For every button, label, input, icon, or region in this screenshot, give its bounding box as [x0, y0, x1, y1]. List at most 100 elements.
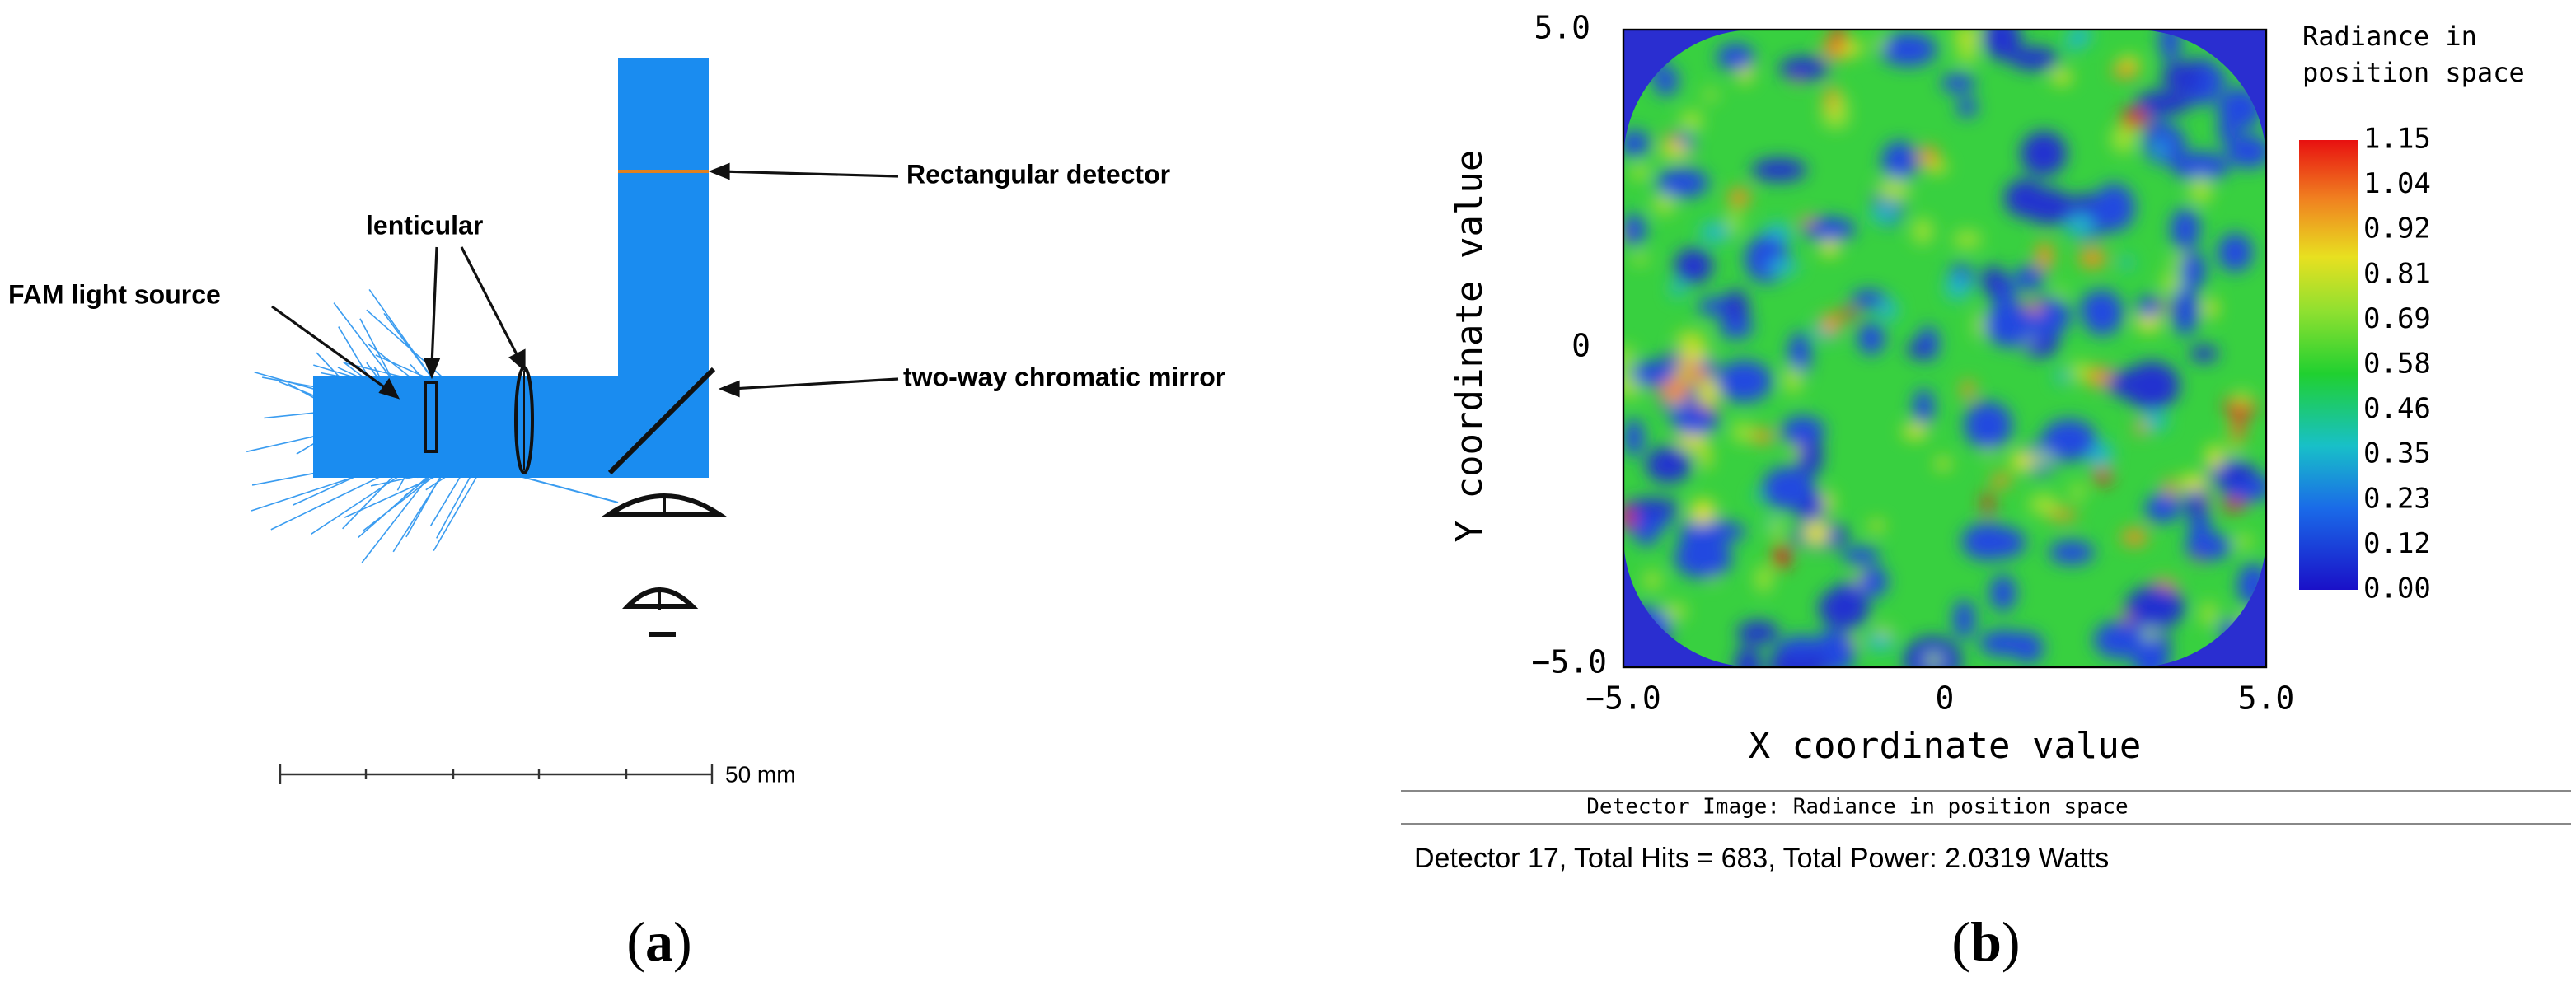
texture-blob — [1674, 332, 1707, 344]
texture-blob — [1981, 265, 2006, 297]
texture-blob — [2021, 131, 2067, 176]
texture-blob — [1703, 89, 1719, 101]
texture-blob — [1646, 446, 1692, 484]
texture-blob — [1991, 474, 2011, 488]
texture-blob — [1984, 302, 2036, 348]
y-axis-label: Y coordinate value — [1449, 150, 1491, 543]
texture-blob — [1983, 492, 1993, 515]
texture-blob — [1859, 566, 1888, 597]
texture-blob — [2012, 632, 2040, 654]
texture-blob — [1820, 239, 1839, 257]
texture-blob — [2070, 360, 2090, 382]
texture-blob — [2161, 272, 2183, 294]
texture-blob — [2070, 483, 2086, 501]
texture-blob — [1665, 133, 1679, 147]
colorbar-tick-label: 1.15 — [2363, 123, 2431, 156]
y-tick-label: 5.0 — [1534, 10, 1590, 46]
plot-frame — [1622, 28, 2268, 669]
texture-blob — [2233, 535, 2254, 549]
texture-blob — [2227, 442, 2241, 459]
texture-blob — [2204, 297, 2218, 319]
texture-blob — [1961, 379, 1974, 400]
colorbar-tick-label: 0.35 — [2363, 437, 2431, 470]
label: FAM light source — [8, 279, 221, 309]
status-text: Detector 17, Total Hits = 683, Total Pow… — [1414, 843, 2109, 874]
texture-blob — [1762, 466, 1815, 510]
texture-blob — [2080, 292, 2115, 320]
texture-blob — [1964, 401, 2012, 449]
colorbar-title: position space — [2302, 57, 2525, 88]
texture-blob — [1945, 275, 1970, 301]
window-title: Detector Image: Radiance in position spa… — [1586, 795, 2128, 820]
texture-blob — [2180, 474, 2208, 492]
texture-blob — [2161, 61, 2213, 93]
texture-blob — [1623, 344, 1634, 372]
texture-blob — [2125, 586, 2185, 629]
texture-blob — [1851, 289, 1888, 309]
texture-blob — [1679, 110, 1703, 132]
colorbar-tick-label: 0.00 — [2363, 573, 2431, 605]
label: lenticular — [366, 210, 483, 240]
texture-blob — [2029, 452, 2055, 465]
texture-blob — [2013, 266, 2044, 291]
texture-blob — [1974, 311, 1986, 339]
texture-blob — [1630, 360, 1674, 387]
texture-blob — [1674, 537, 1732, 578]
texture-blob — [1832, 30, 1846, 47]
texture-blob — [2226, 134, 2266, 169]
texture-blob — [1866, 633, 1895, 651]
texture-blob — [1755, 564, 1773, 593]
texture-blob — [1700, 446, 1711, 470]
texture-blob — [2008, 46, 2059, 71]
texture-blob — [2054, 369, 2069, 385]
texture-blob — [2189, 175, 2213, 205]
texture-blob — [1927, 161, 1948, 173]
texture-blob — [1924, 654, 1943, 666]
texture-blob — [1659, 144, 1692, 158]
texture-blob — [1671, 406, 1719, 436]
texture-blob — [1698, 379, 1719, 407]
texture-blob — [2092, 183, 2135, 231]
texture-blob — [1699, 222, 1731, 243]
lenticular-lens — [424, 381, 438, 453]
colorbar-tick-label: 0.23 — [2363, 482, 2431, 515]
texture-blob — [1983, 527, 2026, 559]
texture-blob — [2054, 285, 2065, 299]
texture-blob — [1840, 40, 1863, 56]
texture-blob — [1631, 253, 1649, 264]
texture-blob — [2180, 250, 2206, 290]
texture-blob — [1878, 299, 1899, 321]
texture-blob — [1768, 643, 1827, 667]
texture-blob — [1773, 544, 1791, 569]
texture-blob — [1624, 498, 1680, 517]
texture-blob — [1913, 389, 1934, 425]
texture-blob — [2232, 390, 2251, 407]
colorbar-tick-label: 0.81 — [2363, 257, 2431, 290]
texture-blob — [1989, 574, 2016, 611]
horizontal-beam — [313, 376, 620, 478]
texture-blob — [1717, 44, 1755, 71]
texture-blob — [2171, 152, 2230, 181]
colorbar-tick-label: 0.92 — [2363, 213, 2431, 245]
x-axis-label: X coordinate value — [1749, 725, 2142, 767]
y-tick-label: 0 — [1571, 328, 1590, 364]
y-tick-label: −5.0 — [1531, 644, 1607, 680]
texture-blob — [1953, 231, 1982, 249]
texture-blob — [1623, 130, 1651, 157]
texture-blob — [1802, 520, 1830, 546]
texture-blob — [1674, 248, 1713, 284]
texture-blob — [2218, 233, 2253, 272]
texture-blob — [2078, 248, 2106, 269]
scale-bar — [279, 764, 714, 784]
caption: (a) — [626, 910, 691, 973]
texture-blob — [1818, 587, 1870, 629]
x-tick-label: 0 — [1936, 680, 1955, 717]
texture-blob — [1745, 235, 1790, 283]
label: two-way chromatic mirror — [903, 362, 1225, 391]
lens-lower — [602, 493, 727, 517]
texture-blob — [1643, 571, 1662, 590]
texture-blob — [2144, 493, 2181, 523]
texture-blob — [2120, 109, 2147, 129]
texture-blob — [1693, 521, 1746, 542]
ray — [383, 312, 439, 388]
